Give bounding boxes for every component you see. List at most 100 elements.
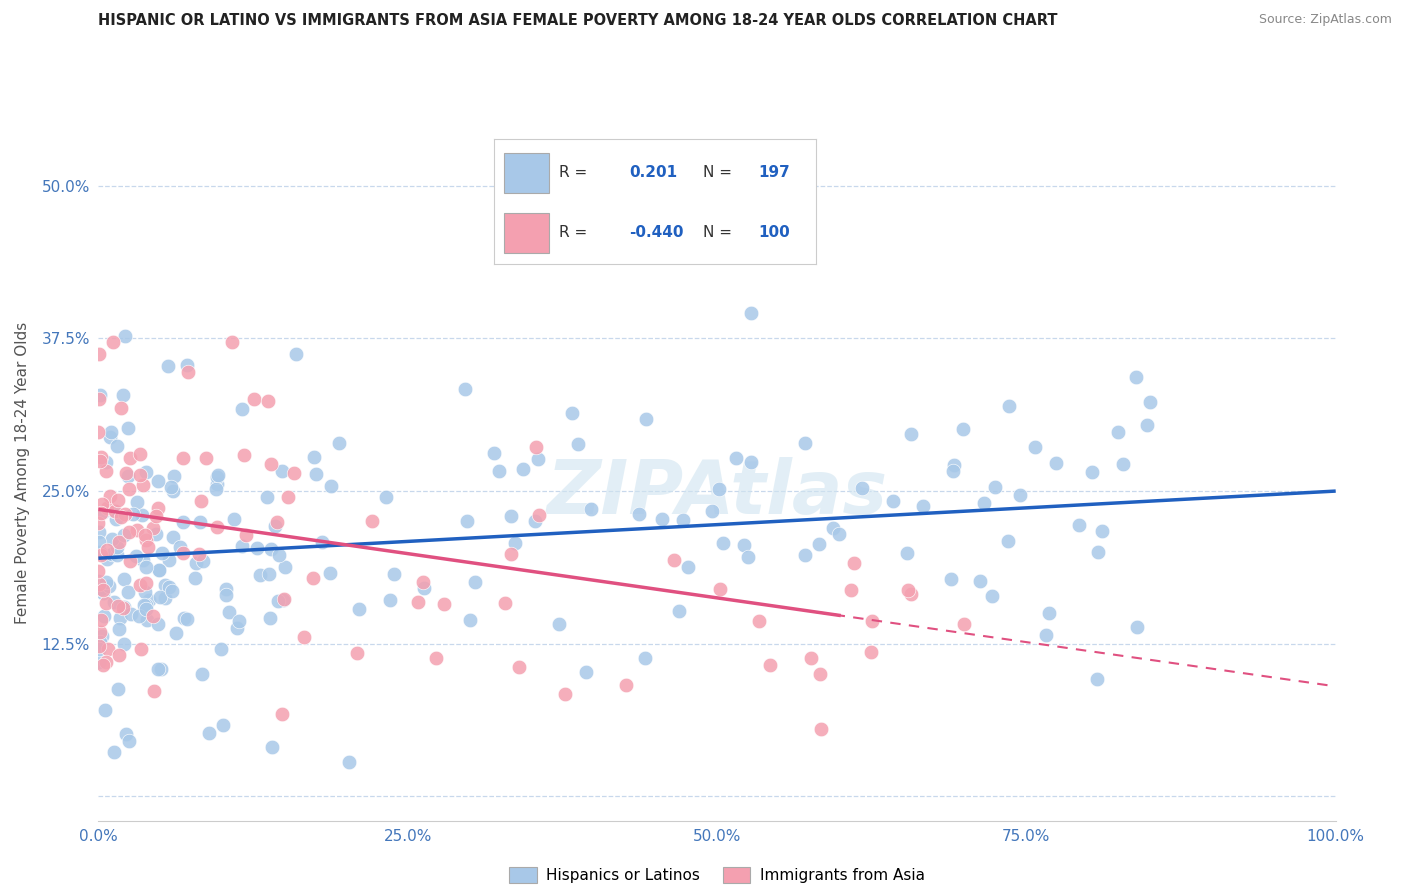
Point: [114, 507, 136, 521]
Point: [413, 581, 436, 595]
Point: [527, 508, 550, 522]
Point: [328, 436, 350, 450]
Point: [87, 392, 110, 407]
Point: [197, 726, 219, 740]
Point: [103, 504, 125, 518]
Point: [98, 490, 121, 504]
Point: [821, 521, 844, 535]
Point: [505, 535, 527, 549]
Point: [87, 655, 110, 669]
Point: [221, 335, 243, 350]
Point: [226, 621, 249, 635]
Point: [711, 536, 734, 550]
Point: [97, 641, 120, 656]
Point: [142, 609, 165, 624]
Point: [94, 575, 117, 590]
Point: [464, 574, 486, 589]
Point: [110, 401, 132, 415]
Point: [135, 613, 157, 627]
Point: [148, 563, 170, 577]
Point: [103, 595, 125, 609]
Point: [96, 501, 118, 516]
Point: [257, 394, 280, 409]
Point: [125, 495, 148, 509]
Point: [981, 590, 1004, 604]
Point: [94, 465, 117, 479]
Point: [120, 607, 142, 621]
Point: [702, 504, 724, 518]
Point: [108, 622, 131, 636]
Point: [953, 616, 976, 631]
Point: [897, 582, 920, 597]
Point: [103, 503, 125, 517]
Point: [235, 528, 257, 542]
Point: [105, 548, 128, 562]
Point: [135, 602, 157, 616]
Point: [406, 595, 429, 609]
Point: [709, 582, 731, 596]
Point: [1045, 456, 1067, 470]
Point: [91, 657, 114, 672]
Point: [96, 552, 118, 566]
Point: [146, 474, 169, 488]
Text: ZIPAtlas: ZIPAtlas: [547, 457, 887, 530]
Point: [172, 546, 194, 560]
Point: [1135, 417, 1157, 432]
Point: [205, 482, 228, 496]
Point: [900, 587, 922, 601]
Point: [231, 539, 253, 553]
Point: [128, 609, 150, 624]
Point: [259, 611, 281, 625]
Point: [93, 586, 115, 600]
Point: [87, 564, 110, 578]
Point: [499, 508, 522, 523]
Point: [259, 567, 281, 582]
Point: [129, 447, 152, 461]
Point: [112, 600, 135, 615]
Point: [112, 572, 135, 586]
Point: [458, 613, 481, 627]
Point: [118, 554, 141, 568]
Point: [456, 514, 478, 528]
Point: [135, 533, 157, 548]
Point: [118, 482, 141, 496]
Point: [911, 499, 934, 513]
Point: [319, 566, 342, 581]
Point: [101, 547, 124, 561]
Point: [271, 593, 294, 607]
Point: [231, 402, 253, 417]
Point: [484, 446, 506, 460]
Point: [671, 513, 693, 527]
Point: [117, 585, 139, 599]
Point: [207, 468, 229, 483]
Point: [111, 388, 134, 402]
Point: [267, 594, 290, 608]
Point: [263, 519, 285, 533]
Point: [575, 665, 598, 680]
Point: [87, 639, 110, 653]
Point: [302, 450, 325, 465]
Point: [107, 493, 129, 508]
Point: [114, 329, 136, 343]
Point: [810, 723, 832, 737]
Point: [501, 547, 523, 561]
Point: [267, 548, 290, 562]
Point: [94, 703, 117, 717]
Point: [108, 535, 131, 549]
Point: [1024, 440, 1046, 454]
Point: [138, 592, 160, 607]
Point: [523, 515, 546, 529]
Point: [209, 642, 232, 657]
Point: [740, 306, 762, 320]
Point: [1087, 545, 1109, 559]
Point: [233, 448, 256, 462]
Point: [228, 614, 250, 628]
Point: [156, 359, 179, 373]
Point: [842, 556, 865, 570]
Point: [969, 574, 991, 588]
Point: [157, 580, 180, 594]
Point: [114, 466, 136, 480]
Point: [274, 560, 297, 574]
Point: [942, 464, 965, 478]
Point: [998, 399, 1021, 413]
